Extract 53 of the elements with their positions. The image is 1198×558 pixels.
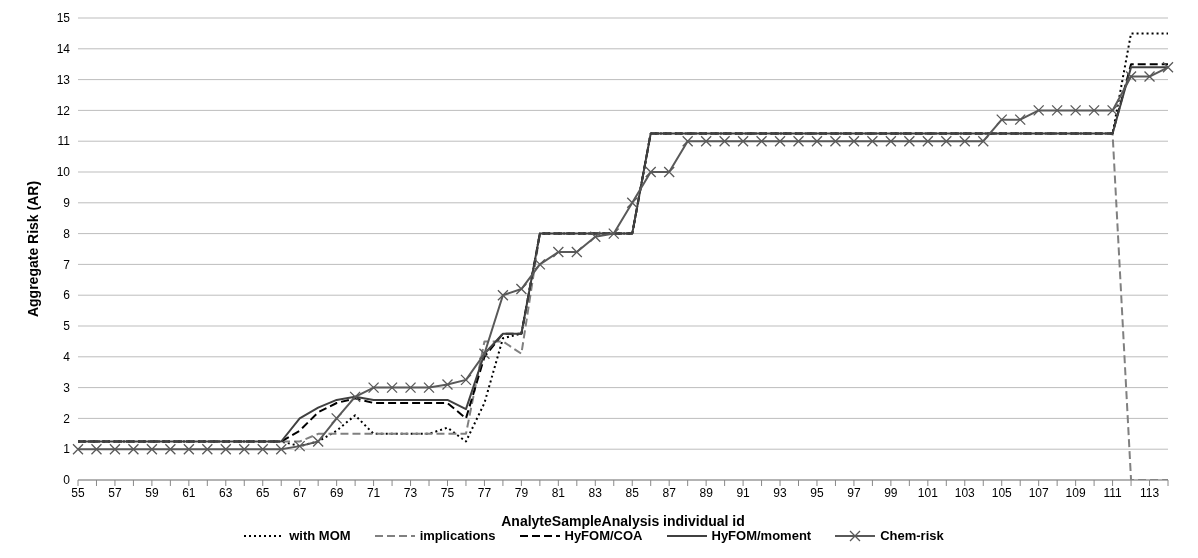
x-tick-label: 89 bbox=[699, 485, 714, 500]
x-tick-label: 91 bbox=[736, 485, 751, 500]
x-tick-label: 103 bbox=[954, 485, 976, 500]
y-tick-label: 3 bbox=[63, 380, 71, 395]
x-tick-label: 101 bbox=[917, 485, 939, 500]
x-tick-label: 73 bbox=[403, 485, 418, 500]
x-tick-label: 105 bbox=[991, 485, 1013, 500]
x-tick-label: 63 bbox=[219, 485, 233, 500]
legend-label: implications bbox=[419, 528, 496, 543]
x-tick-label: 59 bbox=[145, 485, 159, 500]
y-tick-label: 12 bbox=[56, 103, 71, 118]
x-tick-label: 55 bbox=[71, 485, 85, 500]
legend-label: HyFOM/COA bbox=[564, 528, 643, 543]
x-tick-label: 67 bbox=[293, 485, 307, 500]
legend-label: with MOM bbox=[289, 528, 351, 543]
x-tick-label: 85 bbox=[625, 485, 640, 500]
x-tick-label: 57 bbox=[108, 485, 122, 500]
x-tick-label: 87 bbox=[662, 485, 677, 500]
x-tick-label: 71 bbox=[366, 485, 381, 500]
y-tick-label: 2 bbox=[63, 411, 71, 426]
x-tick-label: 83 bbox=[588, 485, 603, 500]
x-tick-label: 113 bbox=[1139, 485, 1160, 500]
x-tick-label: 81 bbox=[551, 485, 566, 500]
x-tick-label: 111 bbox=[1103, 485, 1123, 500]
x-tick-label: 69 bbox=[329, 485, 344, 500]
y-tick-label: 1 bbox=[63, 442, 71, 457]
x-tick-label: 75 bbox=[440, 485, 455, 500]
y-tick-label: 6 bbox=[63, 288, 71, 303]
x-tick-label: 109 bbox=[1065, 485, 1086, 500]
x-tick-label: 97 bbox=[847, 485, 861, 500]
x-axis-title: AnalyteSampleAnalysis individual id bbox=[501, 513, 745, 529]
y-tick-label: 5 bbox=[63, 319, 71, 334]
x-tick-label: 77 bbox=[477, 485, 492, 500]
x-tick-label: 65 bbox=[256, 485, 270, 500]
x-tick-label: 99 bbox=[884, 485, 898, 500]
y-tick-label: 7 bbox=[63, 257, 71, 272]
x-tick-label: 107 bbox=[1028, 485, 1050, 500]
x-tick-label: 79 bbox=[514, 485, 529, 500]
y-tick-label: 8 bbox=[63, 226, 71, 241]
y-axis-title: Aggregate Risk (AR) bbox=[24, 180, 41, 318]
y-tick-label: 15 bbox=[56, 11, 71, 26]
y-tick-label: 14 bbox=[56, 42, 71, 57]
y-tick-label: 0 bbox=[63, 473, 71, 488]
y-tick-label: 10 bbox=[56, 165, 71, 180]
y-tick-label: 13 bbox=[56, 72, 71, 87]
x-tick-label: 61 bbox=[182, 485, 196, 500]
y-tick-label: 4 bbox=[63, 350, 71, 365]
legend-label: HyFOM/moment bbox=[711, 528, 812, 543]
x-tick-label: 95 bbox=[810, 485, 824, 500]
y-tick-label: 11 bbox=[57, 134, 71, 149]
y-tick-label: 9 bbox=[63, 196, 71, 211]
x-tick-label: 93 bbox=[773, 485, 788, 500]
legend-label: Chem-risk bbox=[880, 528, 944, 543]
